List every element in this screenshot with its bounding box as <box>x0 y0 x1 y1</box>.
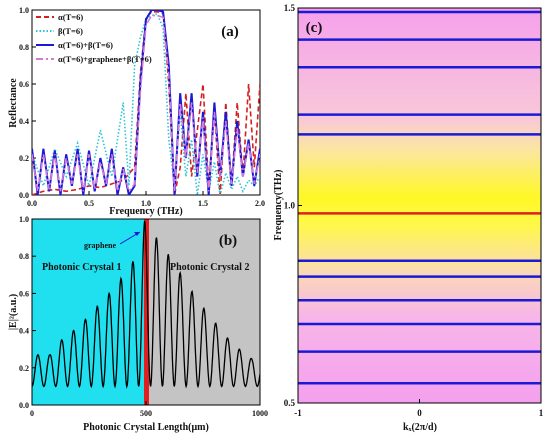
panel-c-ytick-label: 1.0 <box>284 201 296 211</box>
panel-a-ylabel: Reflectance <box>8 78 19 128</box>
panel-c-xtick-label: 1 <box>539 408 544 418</box>
legend-label-3: α(T=6)+β(T=6) <box>58 40 113 50</box>
panel-c-label: (c) <box>306 20 323 36</box>
panel-b-ylabel: |E|²(a.u.) <box>8 294 19 330</box>
panel-a-series-group <box>32 10 260 195</box>
panel-b-xtick-label: 0 <box>30 409 34 418</box>
series-line-3 <box>32 10 260 195</box>
panel-c-band-lines <box>298 10 541 385</box>
graphene-arrowhead <box>134 232 140 236</box>
panel-a-xlabel: Frequency (THz) <box>109 206 182 217</box>
panel-b-xtick-label: 1000 <box>252 409 268 418</box>
graphene-annotation: graphene <box>84 241 116 250</box>
panel-c-xtick-label: -1 <box>294 408 302 418</box>
panel-a-ytick-label: 0.0 <box>19 191 29 200</box>
legend-label-2: β(T=6) <box>58 26 83 36</box>
panel-a-xtick-label: 0.0 <box>27 199 37 208</box>
panel-b-xlabel: Photonic Crystal Length(μm) <box>83 422 209 433</box>
panel-a-xtick-label: 2.0 <box>255 199 265 208</box>
panel-a-xtick-label: 0.5 <box>84 199 94 208</box>
crystal-1-region <box>32 219 146 405</box>
panel-b-ticks: 0 500 1000 0.0 0.2 0.4 0.6 0.8 1.0 <box>19 215 268 418</box>
panel-c-ylabel: Frequency(THz) <box>273 170 284 241</box>
series-line-2 <box>32 12 260 195</box>
panel-c-ticks: -1 0 1 0.5 1.0 1.5 <box>284 3 544 418</box>
panel-b-ytick-label: 1.0 <box>19 215 29 224</box>
crystal-1-label: Photonic Crystal 1 <box>42 262 121 273</box>
legend-label-1: α(T=6) <box>58 12 83 22</box>
panel-c-ytick-label: 0.5 <box>284 398 296 408</box>
panel-a-ytick-label: 0.8 <box>19 43 29 52</box>
panel-a-xtick-label: 1.5 <box>198 199 208 208</box>
field-intensity-line <box>32 220 260 389</box>
panel-b-ytick-label: 0.0 <box>19 401 29 410</box>
legend-label-4: α(T=6)+graphene+β(T=6) <box>58 54 152 64</box>
panel-c-ytick-label: 1.5 <box>284 3 296 13</box>
panel-b-ytick-label: 0.4 <box>19 327 29 336</box>
panel-c: -1 0 1 0.5 1.0 1.5 Frequency(THz) kₓ(2π/d) (c… <box>273 3 544 433</box>
panel-b-ytick-label: 0.2 <box>19 364 29 373</box>
crystal-2-label: Photonic Crystal 2 <box>170 262 249 273</box>
panel-a-legend: α(T=6) β(T=6) α(T=6)+β(T=6) α(T=6)+graphene… <box>36 12 152 64</box>
panel-c-xlabel: kₓ(2π/d) <box>403 422 437 433</box>
panel-b-ytick-label: 0.8 <box>19 252 29 261</box>
panel-a-xtick-label: 1.0 <box>141 199 151 208</box>
panel-b-series-group <box>32 220 260 389</box>
panel-b-xtick-label: 500 <box>140 409 152 418</box>
panel-b-ytick-label: 0.6 <box>19 289 29 298</box>
panel-c-background <box>298 8 541 403</box>
panel-a-ytick-label: 0.6 <box>19 80 29 89</box>
panel-a: 0.0 0.5 1.0 1.5 2.0 0.0 0.2 0.4 0.6 0.8 1.0 Reflec… <box>8 6 265 217</box>
panel-c-xtick-label: 0 <box>417 408 422 418</box>
panel-a-ytick-label: 0.4 <box>19 117 29 126</box>
panel-a-label: (a) <box>221 24 239 40</box>
panel-a-ytick-label: 0.2 <box>19 154 29 163</box>
panel-b: 0 500 1000 0.0 0.2 0.4 0.6 0.8 1.0 Photonic Crys… <box>8 215 268 433</box>
graphene-interface <box>144 219 149 405</box>
panel-a-ytick-label: 1.0 <box>19 6 29 15</box>
panel-b-label: (b) <box>219 233 237 249</box>
